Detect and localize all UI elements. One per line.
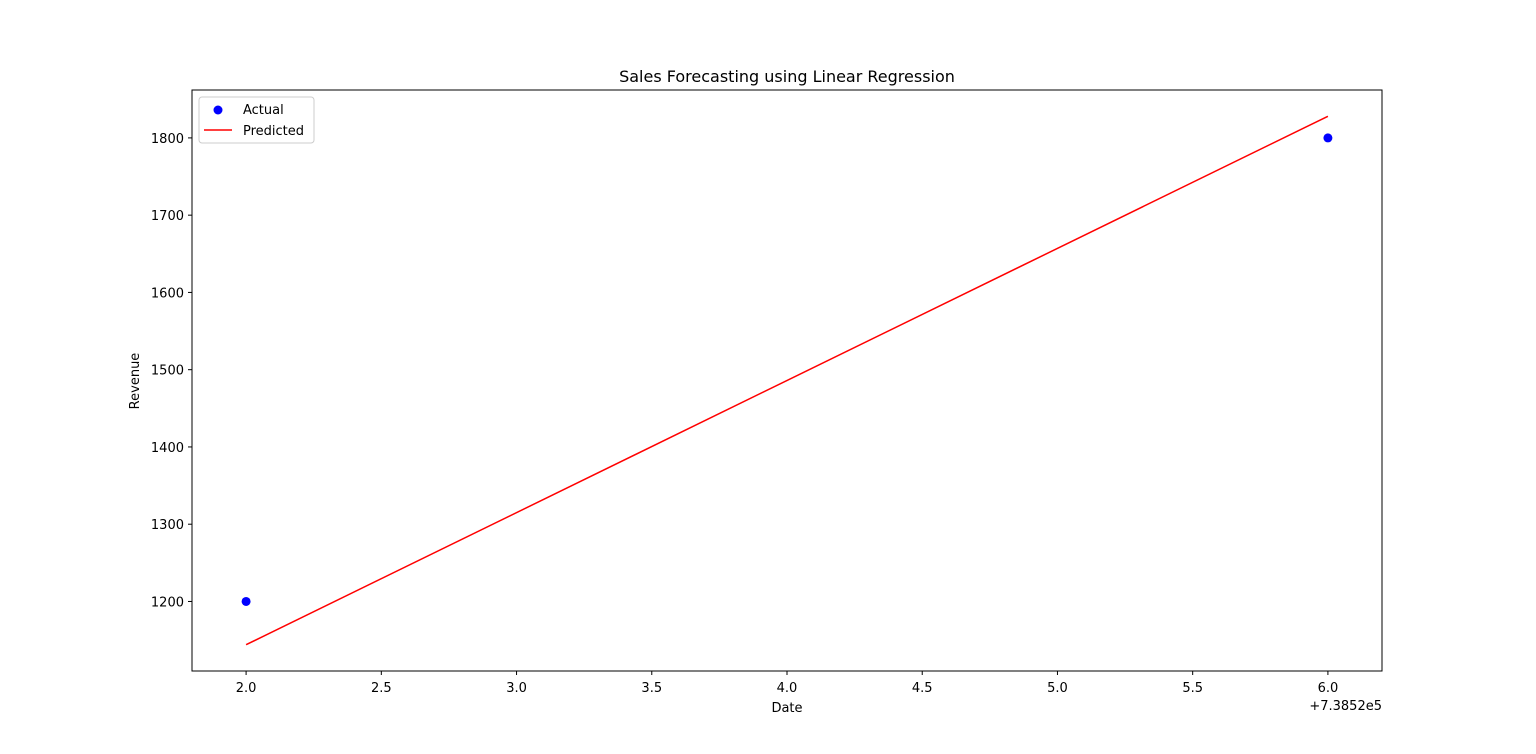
y-tick-label: 1800 (151, 132, 184, 147)
legend-marker-actual (213, 105, 223, 115)
legend-box (198, 96, 315, 144)
x-tick-label: 4.5 (912, 681, 933, 696)
x-tick-label: 5.0 (1047, 681, 1068, 696)
x-axis-label: Date (771, 701, 802, 716)
x-tick-label: 3.5 (641, 681, 662, 696)
legend-label-predicted: Predicted (243, 124, 304, 139)
y-axis-label: Revenue (128, 353, 143, 410)
x-tick-label: 4.0 (777, 681, 798, 696)
ticks: 2.0 2.5 3.0 3.5 4.0 4.5 5.0 5.5 6.0 1200 1300 1400 1… (151, 132, 1338, 696)
legend: Actual Predicted (198, 96, 315, 144)
y-tick-label: 1500 (151, 364, 184, 379)
x-tick-label: 6.0 (1318, 681, 1339, 696)
legend-label-actual: Actual (243, 103, 284, 118)
plot-frame (191, 89, 1383, 672)
x-tick-label: 2.5 (371, 681, 392, 696)
x-tick-label: 5.5 (1182, 681, 1203, 696)
series-line-predicted (245, 115, 1329, 646)
y-tick-label: 1300 (151, 518, 184, 533)
x-tick-label: 2.0 (236, 681, 257, 696)
x-axis-offset-label: +7.3852e5 (1309, 699, 1382, 714)
y-tick-label: 1400 (151, 441, 184, 456)
data-point-actual (1323, 133, 1333, 143)
y-tick-label: 1700 (151, 209, 184, 224)
marks (241, 115, 1333, 646)
y-tick-label: 1600 (151, 286, 184, 301)
chart-title: Sales Forecasting using Linear Regressio… (619, 67, 955, 86)
data-point-actual (241, 596, 251, 606)
x-tick-label: 3.0 (506, 681, 527, 696)
y-tick-label: 1200 (151, 595, 184, 610)
